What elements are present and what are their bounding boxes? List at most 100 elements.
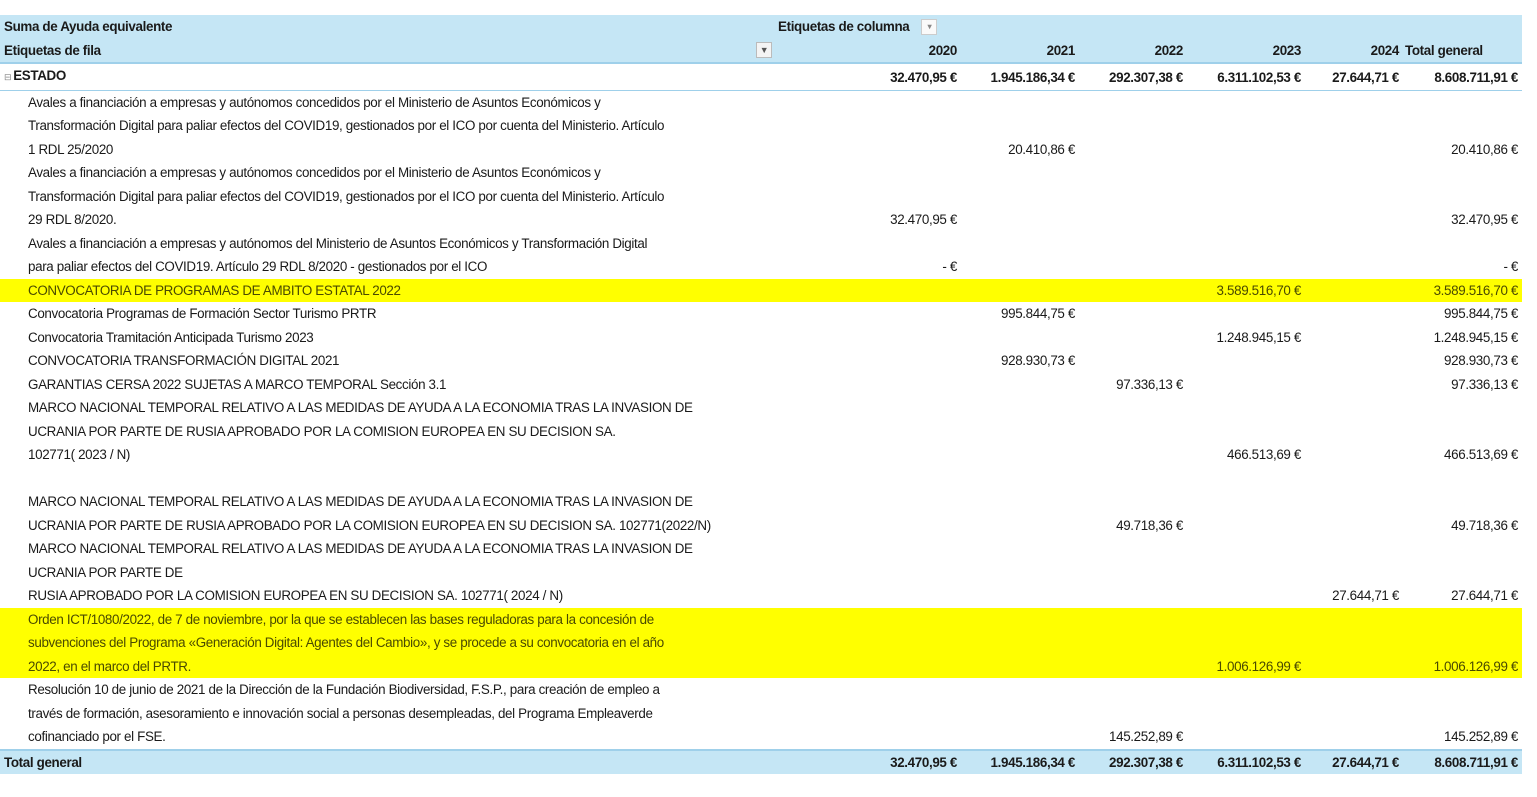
value-cell[interactable] bbox=[776, 349, 961, 373]
value-cell[interactable]: 928.930,73 € bbox=[1001, 353, 1075, 368]
table-row[interactable]: Convocatoria Programas de Formación Sect… bbox=[0, 302, 1522, 326]
column-header-total-general[interactable]: Total general bbox=[1403, 38, 1523, 64]
value-cell[interactable]: 466.513,69 € bbox=[1444, 447, 1519, 462]
value-cell[interactable]: 995.844,75 € bbox=[1444, 306, 1519, 321]
value-cell[interactable] bbox=[1079, 537, 1187, 608]
value-cell[interactable] bbox=[1305, 161, 1403, 232]
value-cell[interactable]: 292.307,38 € bbox=[1079, 748, 1187, 774]
value-cell[interactable]: 27.644,71 € bbox=[1305, 63, 1403, 91]
grand-total-row[interactable]: Total general 32.470,95 €1.945.186,34 €29… bbox=[0, 748, 1523, 774]
value-cell[interactable]: 1.006.126,99 € bbox=[1187, 607, 1305, 678]
value-cell[interactable] bbox=[776, 278, 961, 302]
value-cell[interactable] bbox=[961, 278, 1079, 302]
value-cell[interactable] bbox=[961, 396, 1079, 467]
table-row[interactable]: MARCO NACIONAL TEMPORAL RELATIVO A LAS M… bbox=[0, 396, 1522, 467]
value-cell[interactable] bbox=[1079, 326, 1187, 350]
value-cell[interactable] bbox=[776, 490, 961, 537]
value-cell[interactable] bbox=[961, 161, 1079, 232]
table-row[interactable]: Avales a financiación a empresas y autón… bbox=[0, 90, 1522, 161]
value-cell[interactable]: 49.718,36 € bbox=[1116, 517, 1183, 533]
table-row[interactable]: MARCO NACIONAL TEMPORAL RELATIVO A LAS M… bbox=[0, 490, 1522, 537]
value-cell[interactable] bbox=[1079, 302, 1187, 326]
table-row[interactable]: MARCO NACIONAL TEMPORAL RELATIVO A LAS M… bbox=[0, 537, 1522, 608]
value-cell[interactable]: 97.336,13 € bbox=[1451, 376, 1519, 392]
value-cell[interactable]: 27.644,71 € bbox=[1332, 588, 1399, 603]
value-cell[interactable]: 27.644,71 € bbox=[1451, 588, 1519, 603]
value-cell[interactable]: 20.410,86 € bbox=[1008, 141, 1075, 157]
value-cell[interactable]: 3.589.516,70 € bbox=[1187, 278, 1305, 302]
value-cell[interactable]: 6.311.102,53 € bbox=[1187, 748, 1305, 774]
table-row[interactable]: Orden ICT/1080/2022, de 7 de noviembre, … bbox=[0, 607, 1523, 678]
value-cell[interactable]: 3.589.516,70 € bbox=[1403, 278, 1523, 302]
value-cell[interactable]: 32.470,95 € bbox=[1451, 212, 1519, 227]
value-cell[interactable] bbox=[1187, 232, 1305, 279]
value-cell[interactable] bbox=[961, 232, 1079, 279]
value-cell[interactable]: 6.311.102,53 € bbox=[1187, 63, 1305, 91]
column-header-2020[interactable]: 2020 bbox=[776, 38, 961, 64]
column-header-2021[interactable]: 2021 bbox=[961, 38, 1079, 64]
value-cell[interactable] bbox=[1187, 537, 1305, 608]
table-row[interactable]: GARANTIAS CERSA 2022 SUJETAS A MARCO TEM… bbox=[0, 373, 1522, 397]
value-cell[interactable]: 1.248.945,15 € bbox=[1433, 329, 1519, 345]
table-row[interactable]: Avales a financiación a empresas y autón… bbox=[0, 161, 1522, 232]
value-cell[interactable] bbox=[1187, 373, 1305, 397]
value-cell[interactable] bbox=[961, 537, 1079, 608]
value-cell[interactable] bbox=[1079, 607, 1187, 678]
value-cell[interactable]: 1.945.186,34 € bbox=[961, 63, 1079, 91]
value-cell[interactable] bbox=[1187, 678, 1305, 750]
value-cell[interactable] bbox=[1305, 607, 1403, 678]
value-cell[interactable] bbox=[776, 396, 961, 467]
value-cell[interactable]: 145.252,89 € bbox=[1109, 729, 1183, 744]
value-cell[interactable] bbox=[1079, 396, 1187, 467]
value-cell[interactable]: 995.844,75 € bbox=[1001, 306, 1075, 321]
value-cell[interactable] bbox=[776, 373, 961, 397]
column-filter-dropdown-icon[interactable]: ▾ bbox=[921, 19, 938, 36]
value-cell[interactable] bbox=[1305, 232, 1403, 279]
value-cell[interactable] bbox=[961, 678, 1079, 750]
value-cell[interactable] bbox=[1187, 90, 1305, 161]
value-cell[interactable] bbox=[776, 678, 961, 750]
group-row-estado[interactable]: ⊟ ESTADO 32.470,95 €1.945.186,34 €292.307,… bbox=[0, 63, 1523, 91]
value-cell[interactable]: - € bbox=[1503, 259, 1519, 274]
value-cell[interactable]: 97.336,13 € bbox=[1116, 376, 1183, 392]
value-cell[interactable]: 20.410,86 € bbox=[1451, 141, 1519, 157]
value-cell[interactable] bbox=[1079, 278, 1187, 302]
value-cell[interactable]: 145.252,89 € bbox=[1444, 729, 1519, 744]
table-row[interactable]: CONVOCATORIA TRANSFORMACIÓN DIGITAL 2021… bbox=[0, 349, 1522, 373]
value-cell[interactable] bbox=[1187, 302, 1305, 326]
value-cell[interactable]: 466.513,69 € bbox=[1227, 447, 1301, 462]
value-cell[interactable] bbox=[1305, 678, 1403, 750]
value-cell[interactable] bbox=[1305, 326, 1403, 350]
value-cell[interactable]: 1.248.945,15 € bbox=[1216, 329, 1302, 345]
value-cell[interactable] bbox=[961, 326, 1079, 350]
value-cell[interactable] bbox=[1305, 490, 1403, 537]
value-cell[interactable]: 8.608.711,91 € bbox=[1403, 748, 1523, 774]
row-filter-icon[interactable]: ▼ bbox=[756, 41, 772, 58]
value-cell[interactable] bbox=[776, 537, 961, 608]
value-cell[interactable]: 292.307,38 € bbox=[1079, 63, 1187, 91]
column-header-2023[interactable]: 2023 bbox=[1187, 38, 1305, 64]
value-cell[interactable] bbox=[1305, 373, 1403, 397]
value-cell[interactable] bbox=[1305, 396, 1403, 467]
value-cell[interactable]: 8.608.711,91 € bbox=[1403, 63, 1523, 91]
value-cell[interactable] bbox=[961, 490, 1079, 537]
value-cell[interactable] bbox=[776, 607, 961, 678]
value-cell[interactable] bbox=[1305, 90, 1403, 161]
value-cell[interactable] bbox=[1079, 161, 1187, 232]
value-cell[interactable]: 1.006.126,99 € bbox=[1403, 607, 1523, 678]
value-cell[interactable]: - € bbox=[942, 259, 957, 274]
value-cell[interactable] bbox=[1187, 349, 1305, 373]
value-cell[interactable] bbox=[1079, 90, 1187, 161]
value-cell[interactable] bbox=[1187, 490, 1305, 537]
column-header-2024[interactable]: 2024 bbox=[1305, 38, 1403, 64]
value-cell[interactable]: 1.945.186,34 € bbox=[961, 748, 1079, 774]
value-cell[interactable] bbox=[1305, 349, 1403, 373]
value-cell[interactable]: 32.470,95 € bbox=[890, 212, 957, 227]
value-cell[interactable] bbox=[1305, 278, 1403, 302]
collapse-icon[interactable]: ⊟ bbox=[4, 72, 12, 82]
value-cell[interactable] bbox=[961, 373, 1079, 397]
value-cell[interactable] bbox=[1079, 232, 1187, 279]
value-cell[interactable]: 928.930,73 € bbox=[1444, 353, 1519, 368]
value-cell[interactable] bbox=[776, 302, 961, 326]
value-cell[interactable] bbox=[1305, 302, 1403, 326]
